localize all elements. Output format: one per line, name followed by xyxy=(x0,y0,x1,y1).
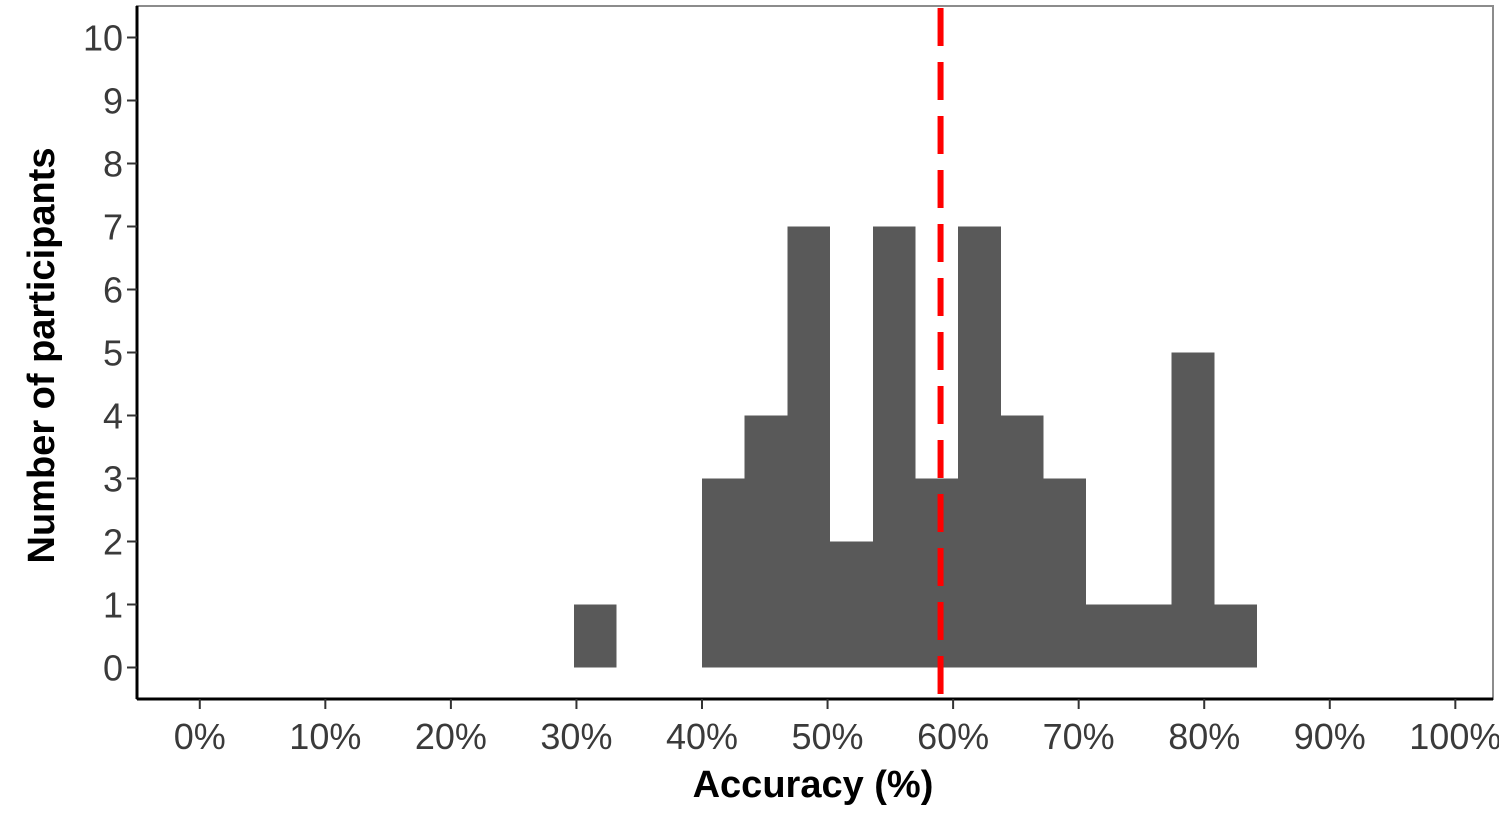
histogram-bar-0 xyxy=(573,604,617,668)
y-tick-label: 7 xyxy=(103,207,123,248)
x-tick-label: 10% xyxy=(289,716,361,757)
x-tick-label: 30% xyxy=(540,716,612,757)
y-tick-label: 8 xyxy=(103,144,123,185)
histogram-bar-13 xyxy=(1214,604,1257,668)
histogram-bar-6 xyxy=(915,478,959,668)
y-tick-label: 9 xyxy=(103,81,123,122)
x-tick-label: 90% xyxy=(1294,716,1366,757)
x-tick-label: 40% xyxy=(666,716,738,757)
x-tick-label: 0% xyxy=(174,716,226,757)
histogram-bar-4 xyxy=(830,541,873,668)
y-tick-label: 1 xyxy=(103,585,123,626)
x-tick-label: 80% xyxy=(1168,716,1240,757)
y-axis-title: Number of participants xyxy=(21,148,63,564)
y-tick-label: 5 xyxy=(103,333,123,374)
x-tick-label: 20% xyxy=(415,716,487,757)
histogram-bar-1 xyxy=(702,478,745,668)
y-tick-label: 10 xyxy=(83,18,123,59)
histogram-bar-2 xyxy=(744,415,788,668)
y-axis-ticks: 0 1 2 3 4 5 6 7 8 9 10 xyxy=(83,18,137,689)
histogram-bar-10 xyxy=(1086,604,1129,668)
x-tick-label: 100% xyxy=(1409,716,1499,757)
x-tick-label: 50% xyxy=(792,716,864,757)
x-axis-ticks: 0% 10% 20% 30% 40% 50% 60% 70% 80% 90% 100% xyxy=(174,699,1499,757)
y-tick-label: 3 xyxy=(103,459,123,500)
histogram-bar-7 xyxy=(958,226,1001,668)
y-tick-label: 4 xyxy=(103,396,123,437)
y-tick-label: 2 xyxy=(103,522,123,563)
x-tick-label: 70% xyxy=(1043,716,1115,757)
x-tick-label: 60% xyxy=(917,716,989,757)
histogram-bar-9 xyxy=(1043,478,1087,668)
histogram-bars xyxy=(573,226,1257,668)
histogram-bar-8 xyxy=(1000,415,1044,668)
x-axis-title: Accuracy (%) xyxy=(693,764,934,806)
histogram-bar-12 xyxy=(1171,352,1215,668)
y-tick-label: 0 xyxy=(103,648,123,689)
y-tick-label: 6 xyxy=(103,270,123,311)
histogram-bar-3 xyxy=(787,226,831,668)
histogram-bar-11 xyxy=(1128,604,1172,668)
histogram-bar-5 xyxy=(872,226,916,668)
